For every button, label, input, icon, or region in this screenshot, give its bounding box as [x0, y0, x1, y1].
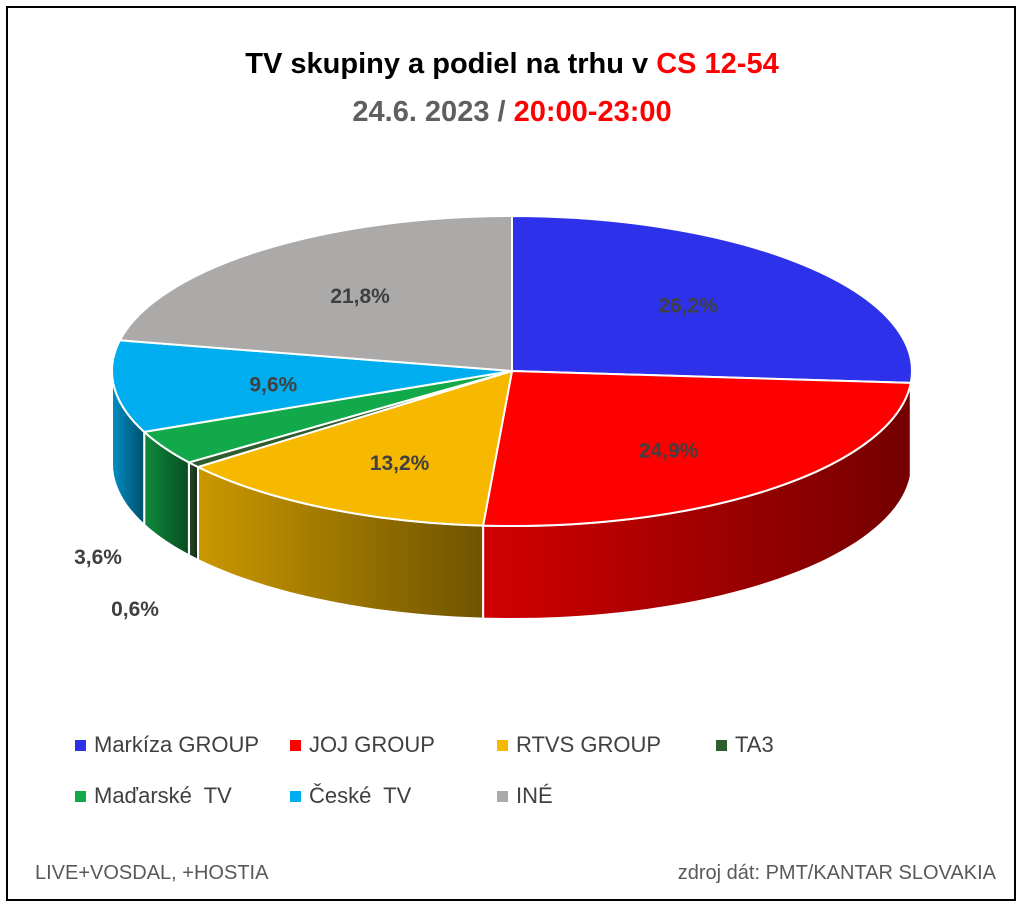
subtitle-time: 20:00-23:00	[513, 96, 672, 128]
legend-swatch	[497, 739, 508, 751]
subtitle-date: 24.6. 2023 /	[352, 96, 514, 128]
data-label-6: 21,8%	[330, 285, 390, 308]
pie-slice-0	[511, 214, 913, 384]
legend-label: JOJ GROUP	[309, 732, 435, 757]
legend-label: RTVS GROUP	[516, 732, 662, 757]
legend-item-3: TA3	[716, 732, 774, 758]
title-text: TV skupiny a podiel na trhu v	[245, 48, 657, 80]
legend-swatch	[290, 790, 301, 802]
chart-title: TV skupiny a podiel na trhu v CS 12-54	[0, 48, 1024, 81]
footer-note: LIVE+VOSDAL, +HOSTIA	[35, 862, 269, 884]
pie-slice-2	[195, 369, 514, 527]
chart-subtitle: 24.6. 2023 / 20:00-23:00	[0, 96, 1024, 129]
legend-swatch	[497, 790, 508, 802]
chart-frame	[6, 6, 1016, 901]
legend-item-1: JOJ GROUP	[290, 732, 435, 758]
legend-item-5: České TV	[290, 783, 411, 809]
legend-item-6: INÉ	[497, 783, 553, 809]
data-label-1: 24,9%	[639, 439, 699, 462]
legend-swatch	[75, 790, 86, 802]
data-label-5: 9,6%	[249, 373, 297, 396]
data-label-3: 0,6%	[111, 598, 159, 621]
data-label-4: 3,6%	[74, 546, 122, 569]
legend-label: TA3	[735, 732, 774, 757]
legend-swatch	[716, 739, 727, 751]
data-label-2: 13,2%	[370, 452, 430, 475]
legend-label: INÉ	[516, 783, 553, 808]
legend-item-2: RTVS GROUP	[497, 732, 661, 758]
legend-swatch	[75, 739, 86, 751]
legend-item-0: Markíza GROUP	[75, 732, 259, 758]
pie-slice-6	[118, 214, 513, 373]
legend-label: Markíza GROUP	[94, 732, 260, 757]
legend-swatch	[290, 739, 301, 751]
legend-label: Maďarské TV	[94, 783, 232, 808]
footer-source: zdroj dát: PMT/KANTAR SLOVAKIA	[677, 862, 996, 884]
data-label-0: 26,2%	[658, 295, 718, 318]
pie-slice-1	[481, 369, 913, 527]
legend-label: České TV	[309, 783, 412, 808]
title-target-group: CS 12-54	[656, 48, 779, 80]
legend-item-4: Maďarské TV	[75, 783, 232, 809]
pie-side-3	[187, 460, 199, 562]
